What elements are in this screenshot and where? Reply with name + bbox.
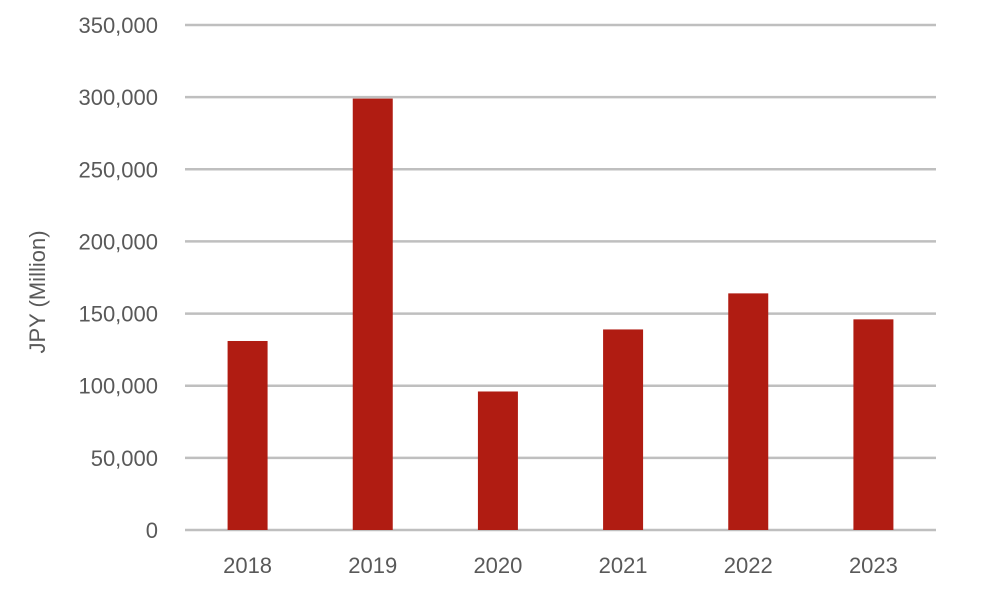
y-tick-label: 200,000 [78, 229, 158, 254]
x-tick-label: 2019 [348, 553, 397, 578]
x-tick-label: 2023 [849, 553, 898, 578]
bar-2019 [352, 98, 393, 530]
bar-2018 [227, 340, 268, 530]
y-tick-label: 300,000 [78, 85, 158, 110]
y-tick-label: 250,000 [78, 157, 158, 182]
y-tick-label: 0 [146, 518, 158, 543]
y-tick-label: 50,000 [91, 446, 158, 471]
bar-2021 [603, 329, 644, 530]
y-tick-label: 150,000 [78, 302, 158, 327]
x-tick-label: 2022 [724, 553, 773, 578]
y-axis-tick-labels: 0 50,000 100,000 150,000 200,000 250,000 300,0… [78, 13, 158, 543]
x-tick-label: 2021 [599, 553, 648, 578]
x-axis-tick-labels: 2018 2019 2020 2021 2022 2023 [223, 553, 898, 578]
x-tick-label: 2020 [473, 553, 522, 578]
y-tick-label: 350,000 [78, 13, 158, 38]
gridlines [185, 23, 936, 532]
bars [227, 98, 894, 530]
bar-2023 [853, 319, 894, 530]
y-axis-title: JPY (Million) [25, 230, 50, 353]
bar-2022 [728, 293, 769, 530]
bar-2020 [477, 391, 518, 530]
x-tick-label: 2018 [223, 553, 272, 578]
y-tick-label: 100,000 [78, 374, 158, 399]
